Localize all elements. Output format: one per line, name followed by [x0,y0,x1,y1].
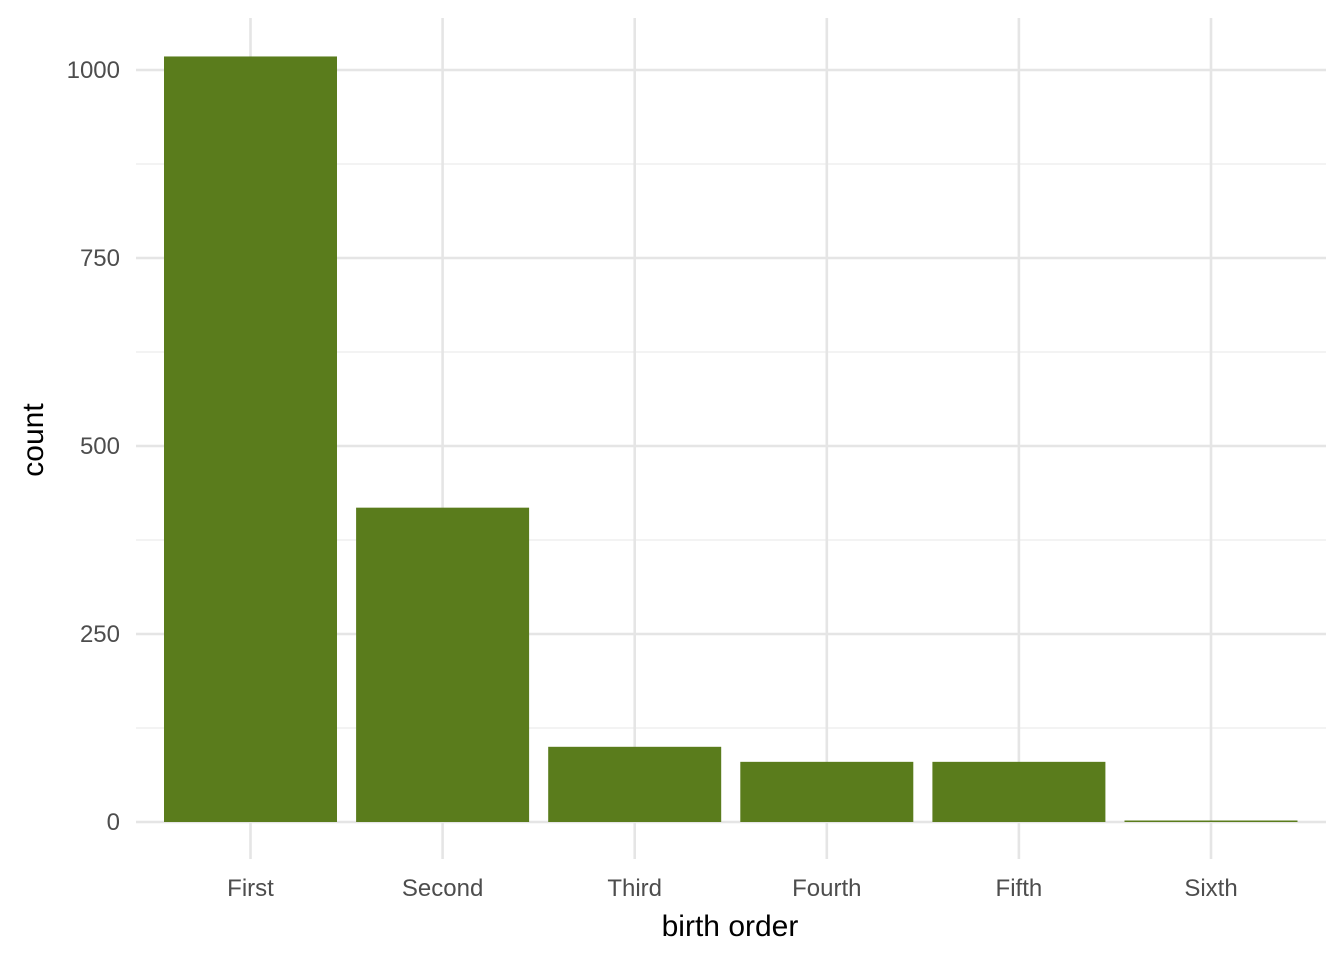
bar-second [356,507,530,822]
x-tick-label: Fifth [996,875,1043,902]
bar-third [548,746,722,822]
x-tick-label: Sixth [1184,875,1237,902]
y-tick-label: 1000 [67,57,120,84]
y-axis-title: count [17,403,50,477]
y-tick-label: 500 [80,433,120,460]
y-tick-label: 250 [80,621,120,648]
bar-first [164,56,337,823]
y-axis-tick-labels: 0 250 500 750 1000 [67,57,120,836]
x-tick-label: Fourth [792,875,861,902]
x-tick-label: Third [607,875,662,902]
y-tick-label: 750 [80,245,120,272]
bar-fifth [932,761,1106,822]
bar-fourth [740,761,914,822]
bars [164,56,1298,823]
x-axis-title: birth order [662,910,799,943]
x-axis-tick-labels: First Second Third Fourth Fifth Sixth [227,875,1238,902]
x-tick-label: First [227,875,274,902]
x-tick-label: Second [402,875,483,902]
bar-sixth [1124,820,1298,822]
y-tick-label: 0 [107,809,120,836]
